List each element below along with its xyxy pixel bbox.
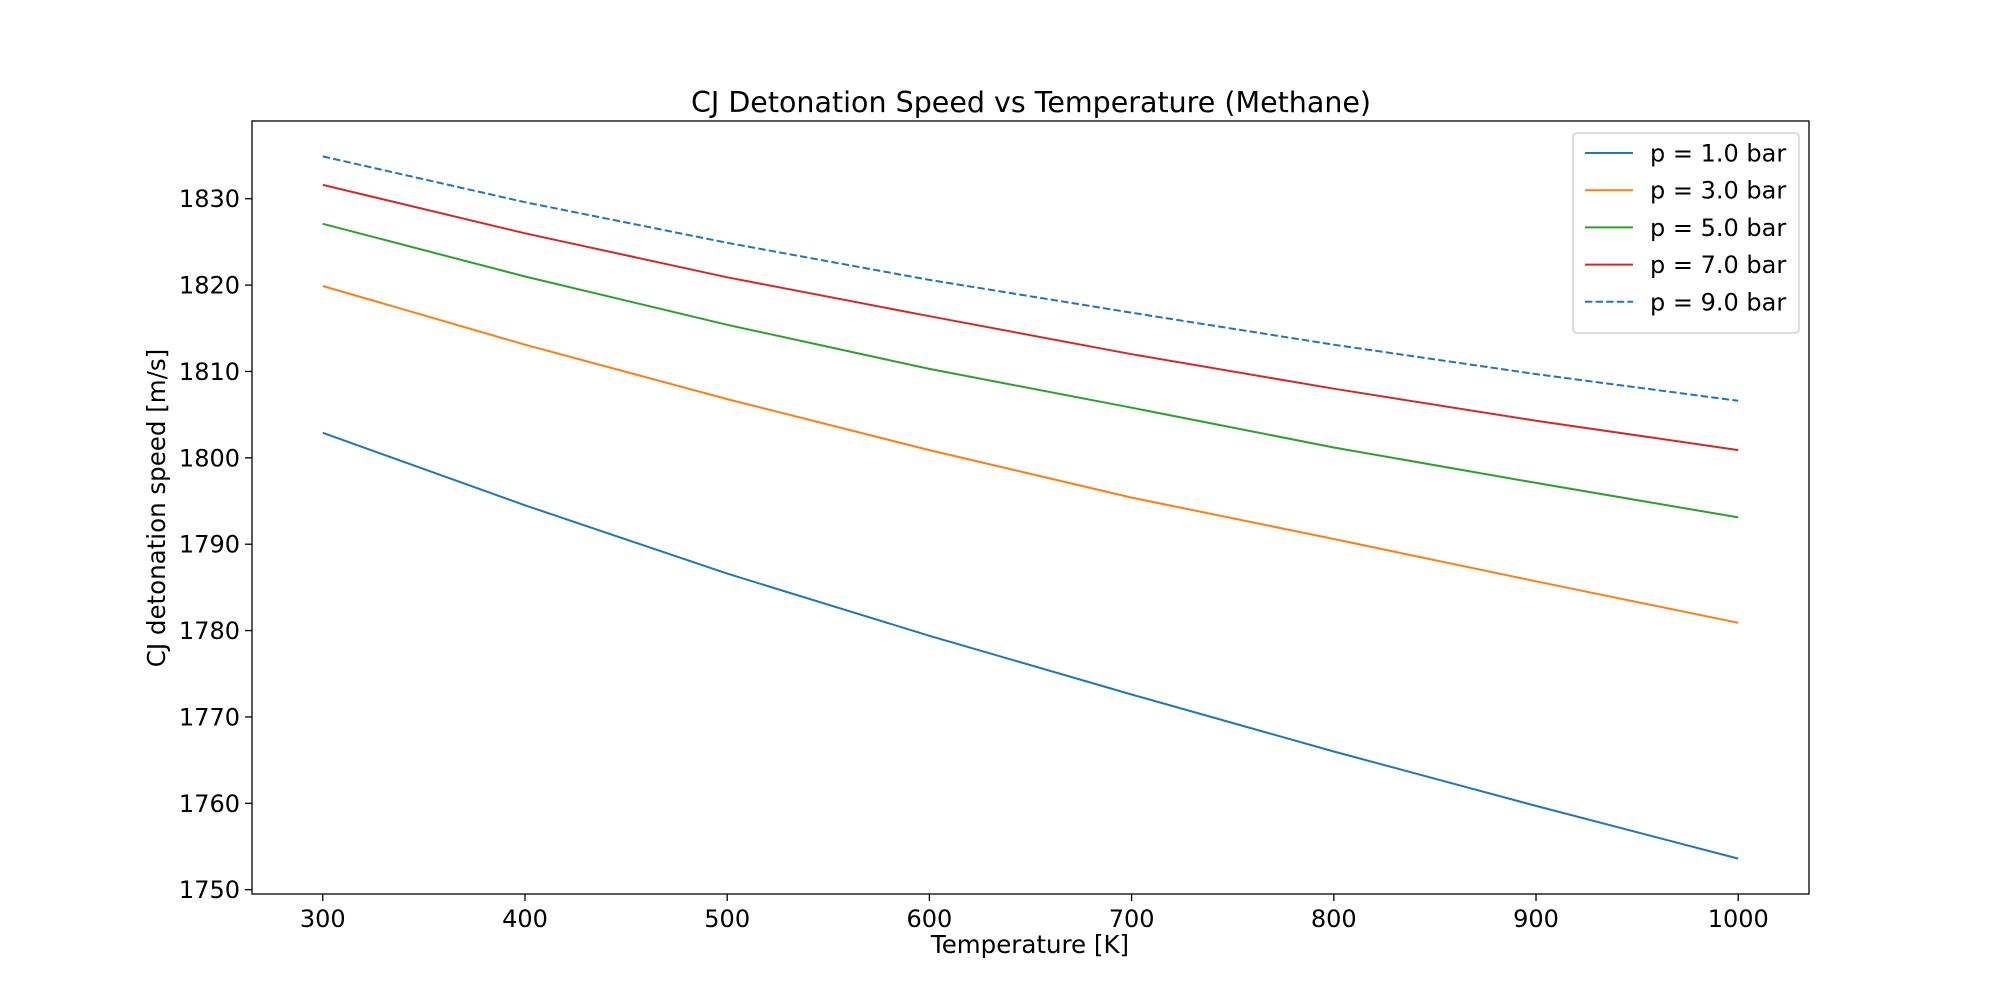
x-tick-label: 700	[1109, 905, 1155, 933]
x-tick-label: 600	[906, 905, 952, 933]
y-tick-label: 1810	[179, 358, 240, 386]
y-tick-label: 1760	[179, 790, 240, 818]
legend-box	[1572, 132, 1800, 334]
series-line-3	[322, 222, 1739, 519]
x-tick-label: 1000	[1708, 905, 1769, 933]
plot-frame	[251, 120, 1810, 895]
x-axis-label: Temperature [K]	[930, 930, 1129, 959]
x-tick-label: 300	[300, 905, 346, 933]
legend-label: p = 9.0 bar	[1650, 288, 1786, 316]
y-tick-label: 1770	[179, 703, 240, 731]
x-tick-label: 500	[704, 905, 750, 933]
legend-label: p = 5.0 bar	[1650, 214, 1786, 242]
x-tick-label: 400	[502, 905, 548, 933]
x-tick-label: 900	[1513, 905, 1559, 933]
x-tick-label: 800	[1311, 905, 1357, 933]
y-tick-label: 1830	[179, 185, 240, 213]
series-line-4	[322, 183, 1739, 452]
chart-title: CJ Detonation Speed vs Temperature (Meth…	[691, 86, 1371, 119]
y-tick-label: 1800	[179, 444, 240, 472]
y-tick-label: 1750	[179, 876, 240, 904]
legend: p = 1.0 bar p = 3.0 bar p = 5.0 bar p = 7.0…	[1572, 132, 1800, 334]
legend-label: p = 1.0 bar	[1650, 140, 1786, 168]
series-line-5	[322, 155, 1739, 402]
series-line-1	[322, 431, 1739, 860]
y-tick-label: 1820	[179, 272, 240, 300]
legend-label: p = 7.0 bar	[1650, 251, 1786, 279]
series-line-2	[322, 285, 1739, 624]
y-tick-label: 1780	[179, 617, 240, 645]
y-tick-label: 1790	[179, 531, 240, 559]
legend-label: p = 3.0 bar	[1650, 177, 1786, 205]
y-axis-label: CJ detonation speed [m/s]	[142, 349, 171, 667]
